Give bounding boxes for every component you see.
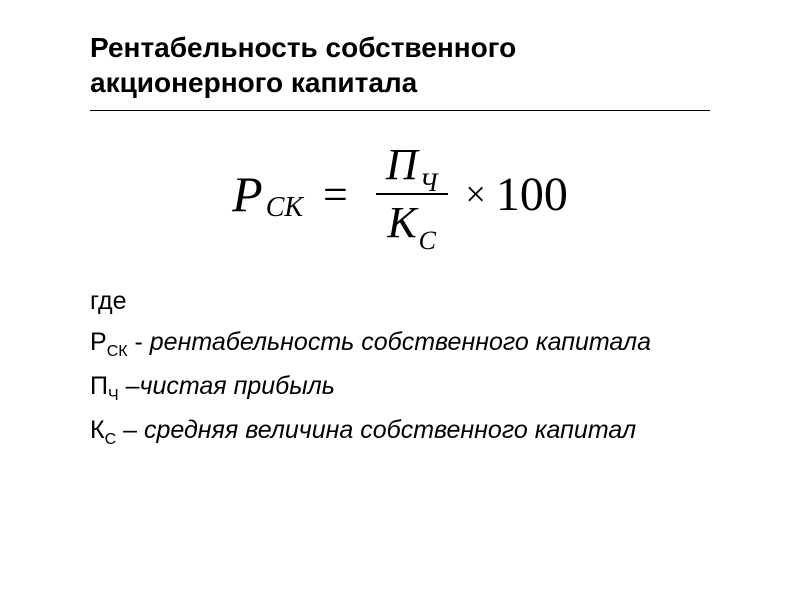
formula-lhs-sub: СК (266, 192, 303, 224)
formula-equation: Р СК = П Ч К С × 100 (90, 141, 710, 248)
formula-denom-var: К (387, 199, 416, 247)
legend-3-subscript: С (105, 431, 117, 448)
legend-2-desc: чистая прибыль (140, 372, 335, 400)
legend-block: где РСК - рентабельность собственного ка… (90, 283, 710, 453)
formula-numer-sub: Ч (420, 169, 438, 198)
formula-numerator: П Ч (376, 141, 448, 195)
formula-denominator: К С (377, 195, 446, 247)
formula-hundred: 100 (496, 167, 568, 222)
legend-line-2: ПЧ –чистая прибыль (90, 368, 710, 408)
formula-equals: = (323, 169, 348, 220)
formula-numer-var: П (386, 141, 418, 189)
formula-lhs-var: Р (232, 165, 263, 223)
legend-where: где (90, 283, 710, 321)
formula-fraction: П Ч К С (376, 141, 448, 248)
legend-line-1: РСК - рентабельность собственного капита… (90, 324, 710, 364)
legend-line-3: КС – средняя величина собственного капит… (90, 412, 710, 452)
legend-3-symbol: К (90, 416, 105, 444)
formula-denom-sub: С (419, 227, 436, 256)
legend-1-desc: рентабельность собственного капитала (150, 328, 651, 356)
legend-2-sep: – (119, 372, 140, 400)
legend-3-desc: средняя величина собственного капитал (144, 416, 636, 444)
legend-1-subscript: СК (107, 343, 128, 360)
legend-2-subscript: Ч (108, 387, 119, 404)
legend-2-symbol: П (90, 372, 108, 400)
legend-1-sep: - (128, 328, 150, 356)
legend-1-symbol: Р (90, 328, 107, 356)
legend-3-sep: – (116, 416, 144, 444)
formula-times: × (466, 173, 486, 215)
page-title: Рентабельность собственного акционерного… (90, 30, 710, 111)
